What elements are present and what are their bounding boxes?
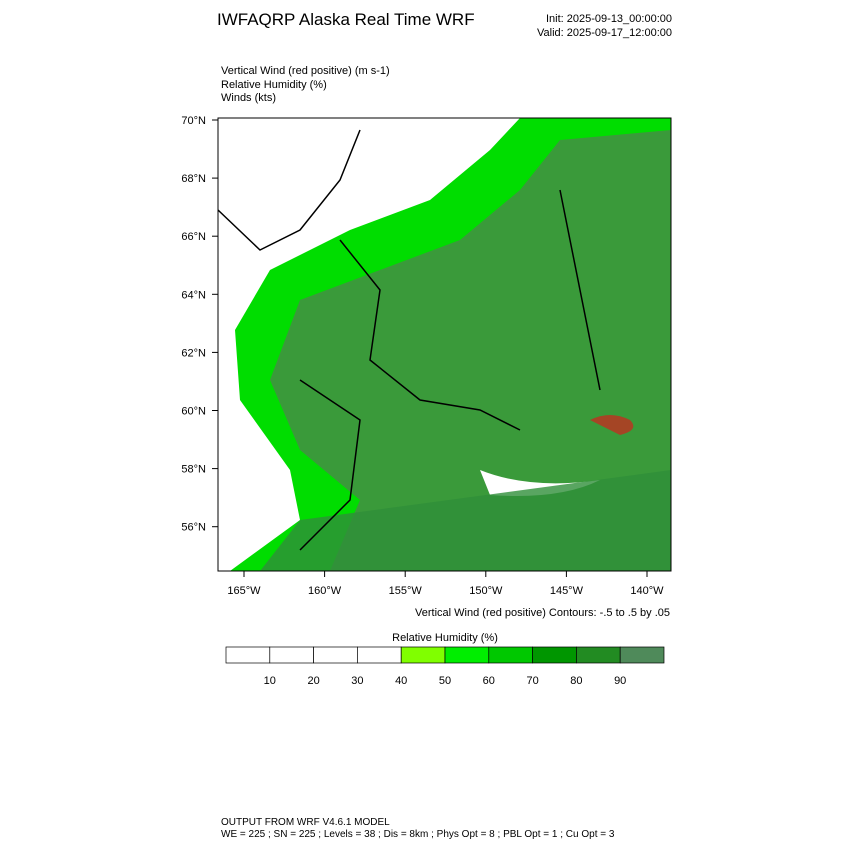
colorbar-box bbox=[488, 646, 533, 664]
field-label: Winds (kts) bbox=[221, 92, 276, 104]
lon-label: 155°W bbox=[389, 585, 423, 597]
init-time: Init: 2025-09-13_00:00:00 bbox=[546, 13, 672, 25]
lon-label: 160°W bbox=[308, 585, 342, 597]
lon-label: 165°W bbox=[227, 585, 261, 597]
lat-label: 68°N bbox=[181, 173, 206, 185]
lon-label: 150°W bbox=[469, 585, 503, 597]
footer-line: WE = 225 ; SN = 225 ; Levels = 38 ; Dis … bbox=[221, 829, 615, 840]
lat-label: 66°N bbox=[181, 231, 206, 243]
colorbar-title: Relative Humidity (%) bbox=[392, 632, 498, 644]
colorbar-label: 20 bbox=[307, 675, 319, 687]
colorbar-box bbox=[269, 646, 314, 664]
colorbar-box bbox=[225, 646, 271, 664]
field-label: Vertical Wind (red positive) (m s-1) bbox=[221, 65, 390, 77]
colorbar-label: 10 bbox=[264, 675, 276, 687]
lon-label: 145°W bbox=[550, 585, 584, 597]
colorbar-box bbox=[313, 646, 358, 664]
lat-label: 56°N bbox=[181, 522, 206, 534]
title: IWFAQRP Alaska Real Time WRF bbox=[217, 10, 475, 29]
colorbar-label: 90 bbox=[614, 675, 626, 687]
colorbar-label: 40 bbox=[395, 675, 407, 687]
colorbar-label: 50 bbox=[439, 675, 451, 687]
colorbar-box bbox=[532, 646, 577, 664]
lat-label: 58°N bbox=[181, 464, 206, 476]
colorbar-box bbox=[357, 646, 402, 664]
colorbar-label: 30 bbox=[351, 675, 363, 687]
lat-label: 70°N bbox=[181, 115, 206, 127]
map-area bbox=[217, 117, 672, 572]
field-label: Relative Humidity (%) bbox=[221, 79, 327, 91]
lat-label: 60°N bbox=[181, 406, 206, 418]
footer-line: OUTPUT FROM WRF V4.6.1 MODEL bbox=[221, 817, 390, 828]
lat-label: 64°N bbox=[181, 289, 206, 301]
contour-note: Vertical Wind (red positive) Contours: -… bbox=[415, 607, 670, 619]
colorbar-label: 70 bbox=[526, 675, 538, 687]
colorbar-label: 60 bbox=[483, 675, 495, 687]
colorbar-label: 80 bbox=[570, 675, 582, 687]
colorbar-box bbox=[576, 646, 621, 664]
colorbar-box bbox=[619, 646, 665, 664]
colorbar-box bbox=[400, 646, 446, 664]
lon-label: 140°W bbox=[630, 585, 664, 597]
colorbar-box bbox=[444, 646, 490, 664]
valid-time: Valid: 2025-09-17_12:00:00 bbox=[537, 27, 672, 39]
lat-label: 62°N bbox=[181, 347, 206, 359]
